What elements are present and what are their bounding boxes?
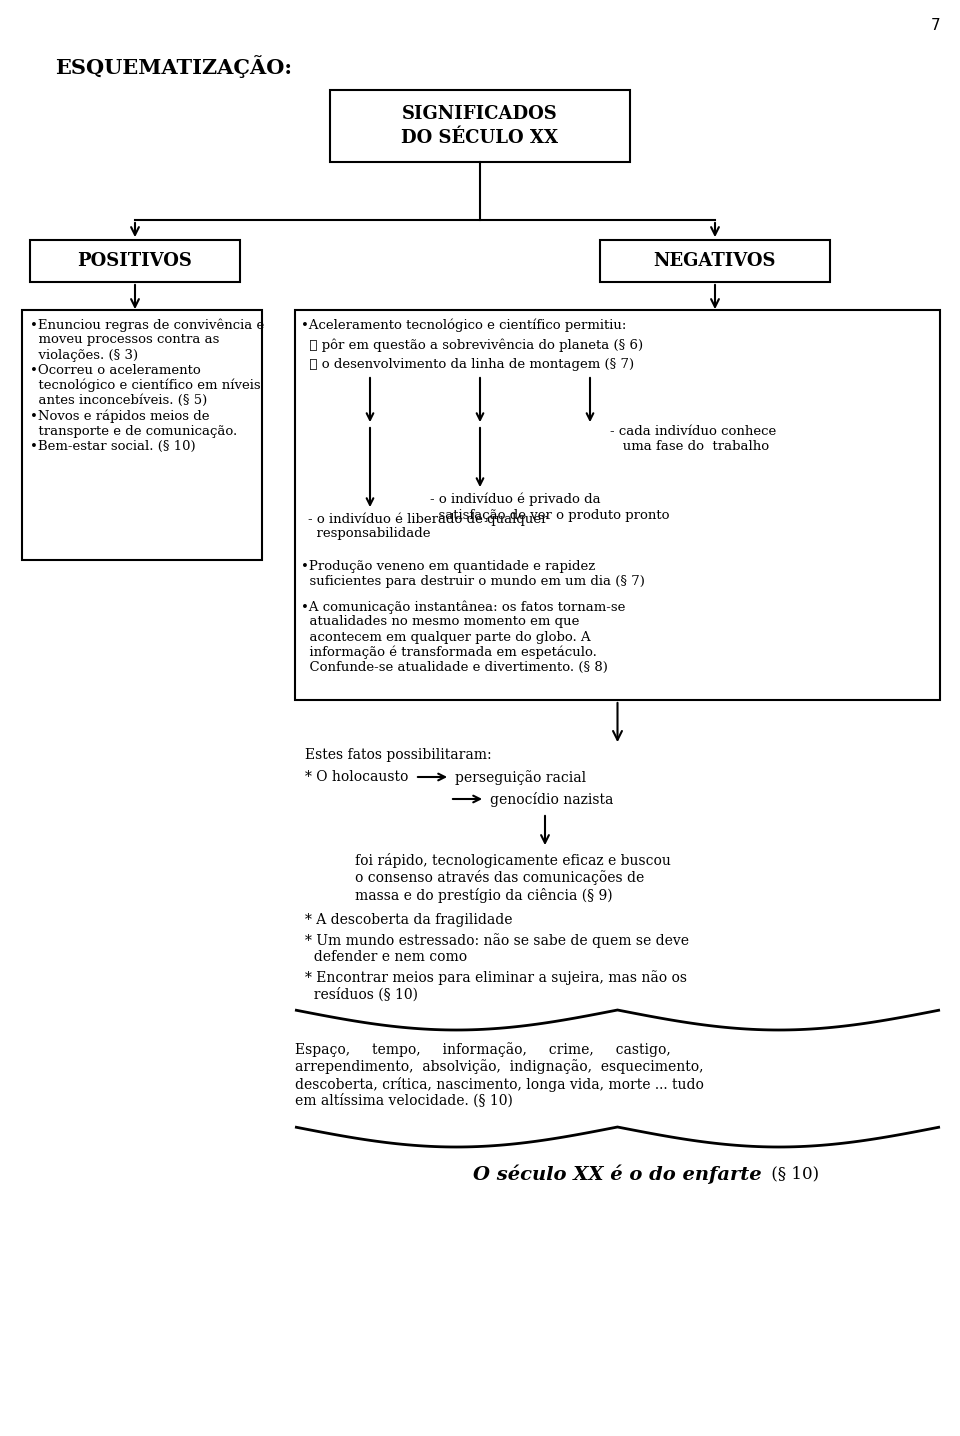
Text: * Encontrar meios para eliminar a sujeira, mas não os
  resíduos (§ 10): * Encontrar meios para eliminar a sujeir… <box>305 969 687 1001</box>
Text: Espaço,     tempo,     informação,     crime,     castigo,
arrependimento,  abso: Espaço, tempo, informação, crime, castig… <box>295 1043 704 1109</box>
Text: 7: 7 <box>930 19 940 33</box>
Text: POSITIVOS: POSITIVOS <box>78 251 192 270</box>
Text: •Produção veneno em quantidade e rapidez
  suficientes para destruir o mundo em : •Produção veneno em quantidade e rapidez… <box>301 560 645 587</box>
Text: - o indivíduo é liberado de qualquer
  responsabilidade: - o indivíduo é liberado de qualquer res… <box>308 513 547 540</box>
Bar <box>30 240 240 281</box>
Text: Estes fatos possibilitaram:: Estes fatos possibilitaram: <box>305 748 492 763</box>
Bar <box>295 310 940 699</box>
Text: * Um mundo estressado: não se sabe de quem se deve
  defender e nem como: * Um mundo estressado: não se sabe de qu… <box>305 933 689 964</box>
Text: •Enunciou regras de convivência e
  moveu processos contra as
  violações. (§ 3): •Enunciou regras de convivência e moveu … <box>30 317 264 452</box>
Text: - cada indivíduo conhece
   uma fase do  trabalho: - cada indivíduo conhece uma fase do tra… <box>610 425 777 452</box>
Bar <box>22 310 262 560</box>
Bar <box>600 240 830 281</box>
Text: •Aceleramento tecnológico e científico permitiu:: •Aceleramento tecnológico e científico p… <box>301 317 626 332</box>
Text: •A comunicação instantânea: os fatos tornam-se
  atualidades no mesmo momento em: •A comunicação instantânea: os fatos tor… <box>301 600 625 673</box>
Text: O século XX é o do enfarte: O século XX é o do enfarte <box>473 1165 762 1185</box>
Text: - o indivíduo é privado da
  satisfação de ver o produto pronto: - o indivíduo é privado da satisfação de… <box>430 493 669 521</box>
Text: SIGNIFICADOS
DO SÉCULO XX: SIGNIFICADOS DO SÉCULO XX <box>401 105 559 146</box>
Bar <box>330 90 630 162</box>
Text: foi rápido, tecnologicamente eficaz e buscou
o consenso através das comunicações: foi rápido, tecnologicamente eficaz e bu… <box>355 853 671 903</box>
Text: ✓ pôr em questão a sobrevivência do planeta (§ 6): ✓ pôr em questão a sobrevivência do plan… <box>301 337 643 352</box>
Text: (§ 10): (§ 10) <box>766 1165 819 1182</box>
Text: genocídio nazista: genocídio nazista <box>490 793 613 807</box>
Text: * O holocausto: * O holocausto <box>305 770 408 784</box>
Text: ESQUEMATIZAÇÃO:: ESQUEMATIZAÇÃO: <box>55 55 292 78</box>
Text: ✓ o desenvolvimento da linha de montagem (§ 7): ✓ o desenvolvimento da linha de montagem… <box>301 358 635 370</box>
Text: * A descoberta da fragilidade: * A descoberta da fragilidade <box>305 913 513 928</box>
Text: NEGATIVOS: NEGATIVOS <box>654 251 777 270</box>
Text: perseguição racial: perseguição racial <box>455 770 587 785</box>
